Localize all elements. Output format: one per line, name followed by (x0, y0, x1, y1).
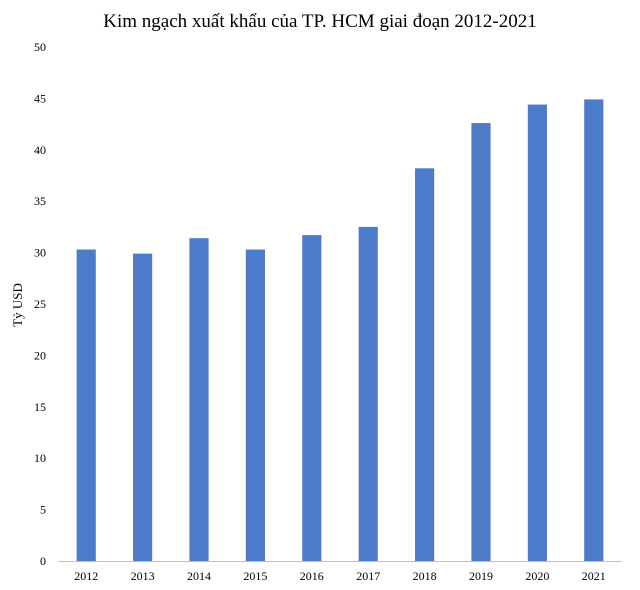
x-tick-label: 2015 (243, 569, 267, 583)
x-tick-label: 2017 (356, 569, 380, 583)
bar-2014 (189, 238, 209, 561)
bar-2013 (133, 253, 153, 562)
y-tick-label: 45 (34, 91, 46, 105)
y-tick-label: 30 (34, 246, 46, 260)
bar-2012 (76, 249, 96, 562)
x-tick-label: 2021 (582, 569, 606, 583)
bar-2015 (245, 249, 265, 562)
y-tick-label: 5 (40, 503, 46, 517)
x-tick-label: 2012 (74, 569, 98, 583)
y-tick-label: 15 (34, 400, 46, 414)
x-axis-ticks: 2012 2013 2014 2015 2016 2017 2018 2019 2020 2021 (74, 569, 606, 583)
x-tick-label: 2016 (300, 569, 324, 583)
y-tick-label: 40 (34, 143, 46, 157)
bar-2016 (302, 235, 322, 561)
y-axis-label: Tỷ USD (10, 283, 25, 327)
y-tick-label: 20 (34, 348, 46, 362)
y-tick-label: 35 (34, 194, 46, 208)
x-tick-label: 2013 (131, 569, 155, 583)
y-axis-ticks: 0 5 10 15 20 25 30 35 40 45 50 (34, 40, 46, 568)
y-tick-label: 50 (34, 40, 46, 54)
bar-2021 (584, 99, 604, 561)
bar-2019 (471, 123, 491, 562)
y-tick-label: 25 (34, 297, 46, 311)
x-tick-label: 2018 (413, 569, 437, 583)
bar-2018 (415, 168, 435, 561)
chart-title: Kim ngạch xuất khẩu của TP. HCM giai đoạ… (103, 11, 536, 32)
y-tick-label: 10 (34, 451, 46, 465)
bar-2017 (358, 226, 378, 561)
bars-group (76, 99, 604, 562)
bar-2020 (527, 104, 547, 562)
y-tick-label: 0 (40, 554, 46, 568)
x-tick-label: 2020 (525, 569, 549, 583)
x-tick-label: 2019 (469, 569, 493, 583)
x-tick-label: 2014 (187, 569, 211, 583)
